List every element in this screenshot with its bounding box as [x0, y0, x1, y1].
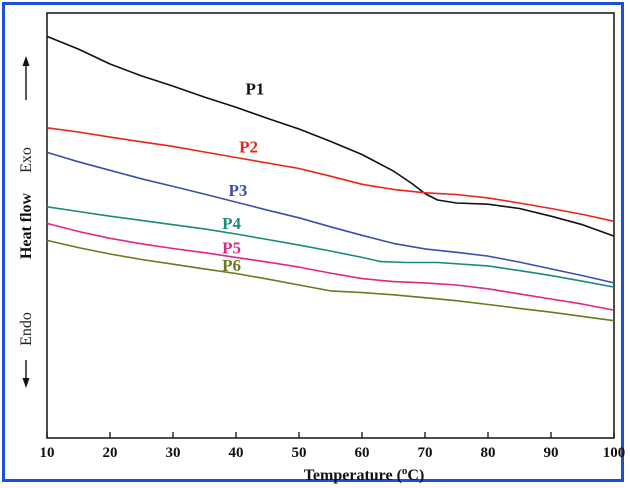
series-line-p2: [46, 127, 615, 223]
x-axis-title: Temperature (oC): [304, 465, 425, 484]
x-tick-label: 60: [355, 445, 370, 461]
series-line-p5: [46, 222, 615, 311]
series-lines: [46, 35, 615, 322]
plot-area: [46, 12, 615, 439]
y-arrow-down-icon: [22, 360, 30, 388]
x-tick-label: 10: [40, 445, 55, 461]
x-tick-label: 90: [544, 445, 559, 461]
x-tick-label: 100: [603, 445, 626, 461]
series-line-p1: [46, 35, 615, 237]
x-tick-label: 20: [103, 445, 118, 461]
series-label-p4: P4: [222, 214, 241, 233]
x-tick-label: 80: [481, 445, 496, 461]
y-label-endo: Endo: [18, 312, 35, 346]
series-label-p3: P3: [228, 181, 247, 200]
x-tick-label: 30: [166, 445, 181, 461]
x-tick-label: 50: [292, 445, 307, 461]
series-label-p6: P6: [222, 256, 241, 275]
x-axis-ticks: 10 20 30 40 50 60 70 80 90 100: [40, 432, 626, 461]
series-line-p4: [46, 206, 615, 288]
series-label-p5: P5: [222, 239, 241, 258]
figure-frame: [2, 2, 624, 482]
y-arrow-up-icon: [22, 56, 30, 100]
y-label-exo: Exo: [18, 147, 35, 173]
y-label-heat-flow: Heat flow: [18, 192, 35, 259]
series-line-p6: [46, 239, 615, 322]
series-line-p3: [46, 151, 615, 284]
y-axis-label: Endo Heat flow Exo: [18, 147, 35, 346]
series-label-p2: P2: [239, 137, 258, 156]
x-tick-label: 40: [229, 445, 244, 461]
x-axis-title-superscript: o: [402, 465, 408, 477]
x-tick-label: 70: [418, 445, 433, 461]
series-label-p1: P1: [245, 80, 264, 99]
